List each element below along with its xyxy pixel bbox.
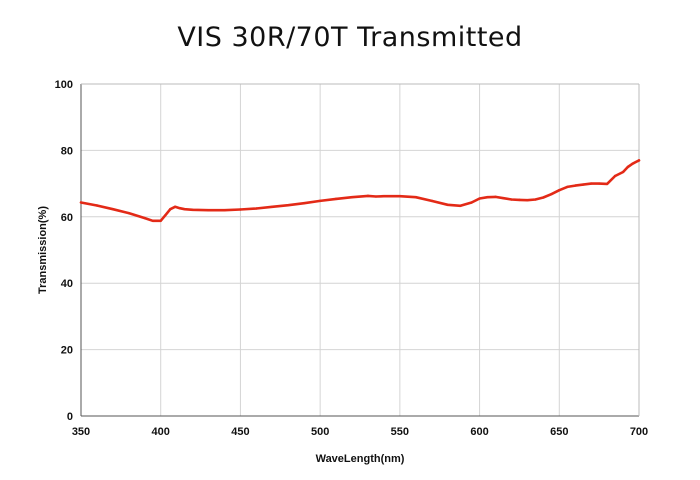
series-point	[518, 198, 521, 202]
series-point	[255, 207, 258, 210]
series-point	[550, 193, 553, 196]
series-point	[605, 182, 609, 186]
series-point	[510, 198, 513, 201]
series-point	[164, 213, 167, 217]
series-point	[398, 195, 402, 198]
series-point	[223, 208, 226, 212]
x-tick-label: 500	[311, 426, 329, 438]
series-point	[334, 197, 338, 201]
series-point	[173, 205, 177, 209]
x-tick-labels: 350 400 450 500 550 600 650 700	[72, 426, 648, 438]
series-point	[79, 201, 83, 204]
x-tick-label: 450	[231, 426, 249, 438]
y-tick-label: 100	[55, 79, 73, 91]
series-point	[589, 182, 593, 185]
series-point	[459, 204, 462, 208]
series-point	[574, 184, 577, 187]
series-point	[631, 162, 634, 165]
y-tick-label: 40	[61, 278, 73, 290]
grid-lines	[81, 84, 639, 416]
series-point	[566, 185, 569, 189]
plot-area	[81, 84, 639, 416]
series-point	[127, 211, 131, 215]
series-point	[558, 189, 561, 192]
series-point	[502, 197, 505, 200]
series-point	[159, 219, 162, 222]
series-point	[637, 159, 641, 162]
series-point	[169, 207, 172, 211]
series-point	[382, 195, 386, 198]
series-points	[79, 159, 641, 222]
x-tick-label: 550	[391, 426, 409, 438]
series-point	[350, 196, 354, 199]
series-point	[239, 208, 242, 211]
series-point	[111, 207, 115, 211]
series-point	[494, 195, 497, 199]
x-tick-label: 650	[550, 426, 568, 438]
series-point	[143, 216, 146, 220]
series-point	[582, 183, 585, 186]
series-point	[287, 203, 290, 207]
series-point	[318, 199, 322, 203]
series-point	[271, 205, 274, 209]
y-tick-label: 0	[67, 411, 73, 423]
series-point	[183, 207, 186, 211]
x-tick-label: 600	[470, 426, 488, 438]
y-tick-label: 20	[61, 345, 73, 357]
series-point	[613, 174, 617, 178]
x-tick-label: 400	[152, 426, 170, 438]
series-point	[191, 208, 194, 212]
series-point	[634, 160, 638, 164]
series-point	[430, 199, 433, 203]
series-point	[486, 196, 489, 199]
x-axis-title: WaveLength(nm)	[316, 453, 405, 465]
series-point	[95, 204, 99, 207]
series-point	[621, 170, 625, 174]
series-point	[178, 206, 182, 210]
y-tick-label: 80	[61, 145, 73, 157]
series-point	[151, 219, 154, 222]
chart-title: VIS 30R/70T Transmitted	[177, 22, 523, 53]
series-point	[542, 196, 545, 199]
series-point	[207, 208, 210, 212]
series-point	[414, 196, 417, 199]
x-tick-label: 700	[630, 426, 648, 438]
series-point	[374, 195, 378, 198]
y-axis-title: Transmission(%)	[37, 206, 49, 294]
series-point	[446, 203, 449, 207]
y-tick-label: 60	[61, 212, 73, 224]
y-tick-labels: 0 20 40 60 80 100	[55, 79, 73, 423]
series-point	[597, 182, 601, 185]
series-point	[626, 165, 630, 169]
series-point	[303, 201, 306, 205]
x-tick-label: 350	[72, 426, 90, 438]
series-point	[366, 194, 370, 198]
series-point	[478, 197, 481, 200]
series-point	[470, 201, 473, 204]
series-point	[526, 199, 529, 202]
series-point	[534, 198, 537, 201]
